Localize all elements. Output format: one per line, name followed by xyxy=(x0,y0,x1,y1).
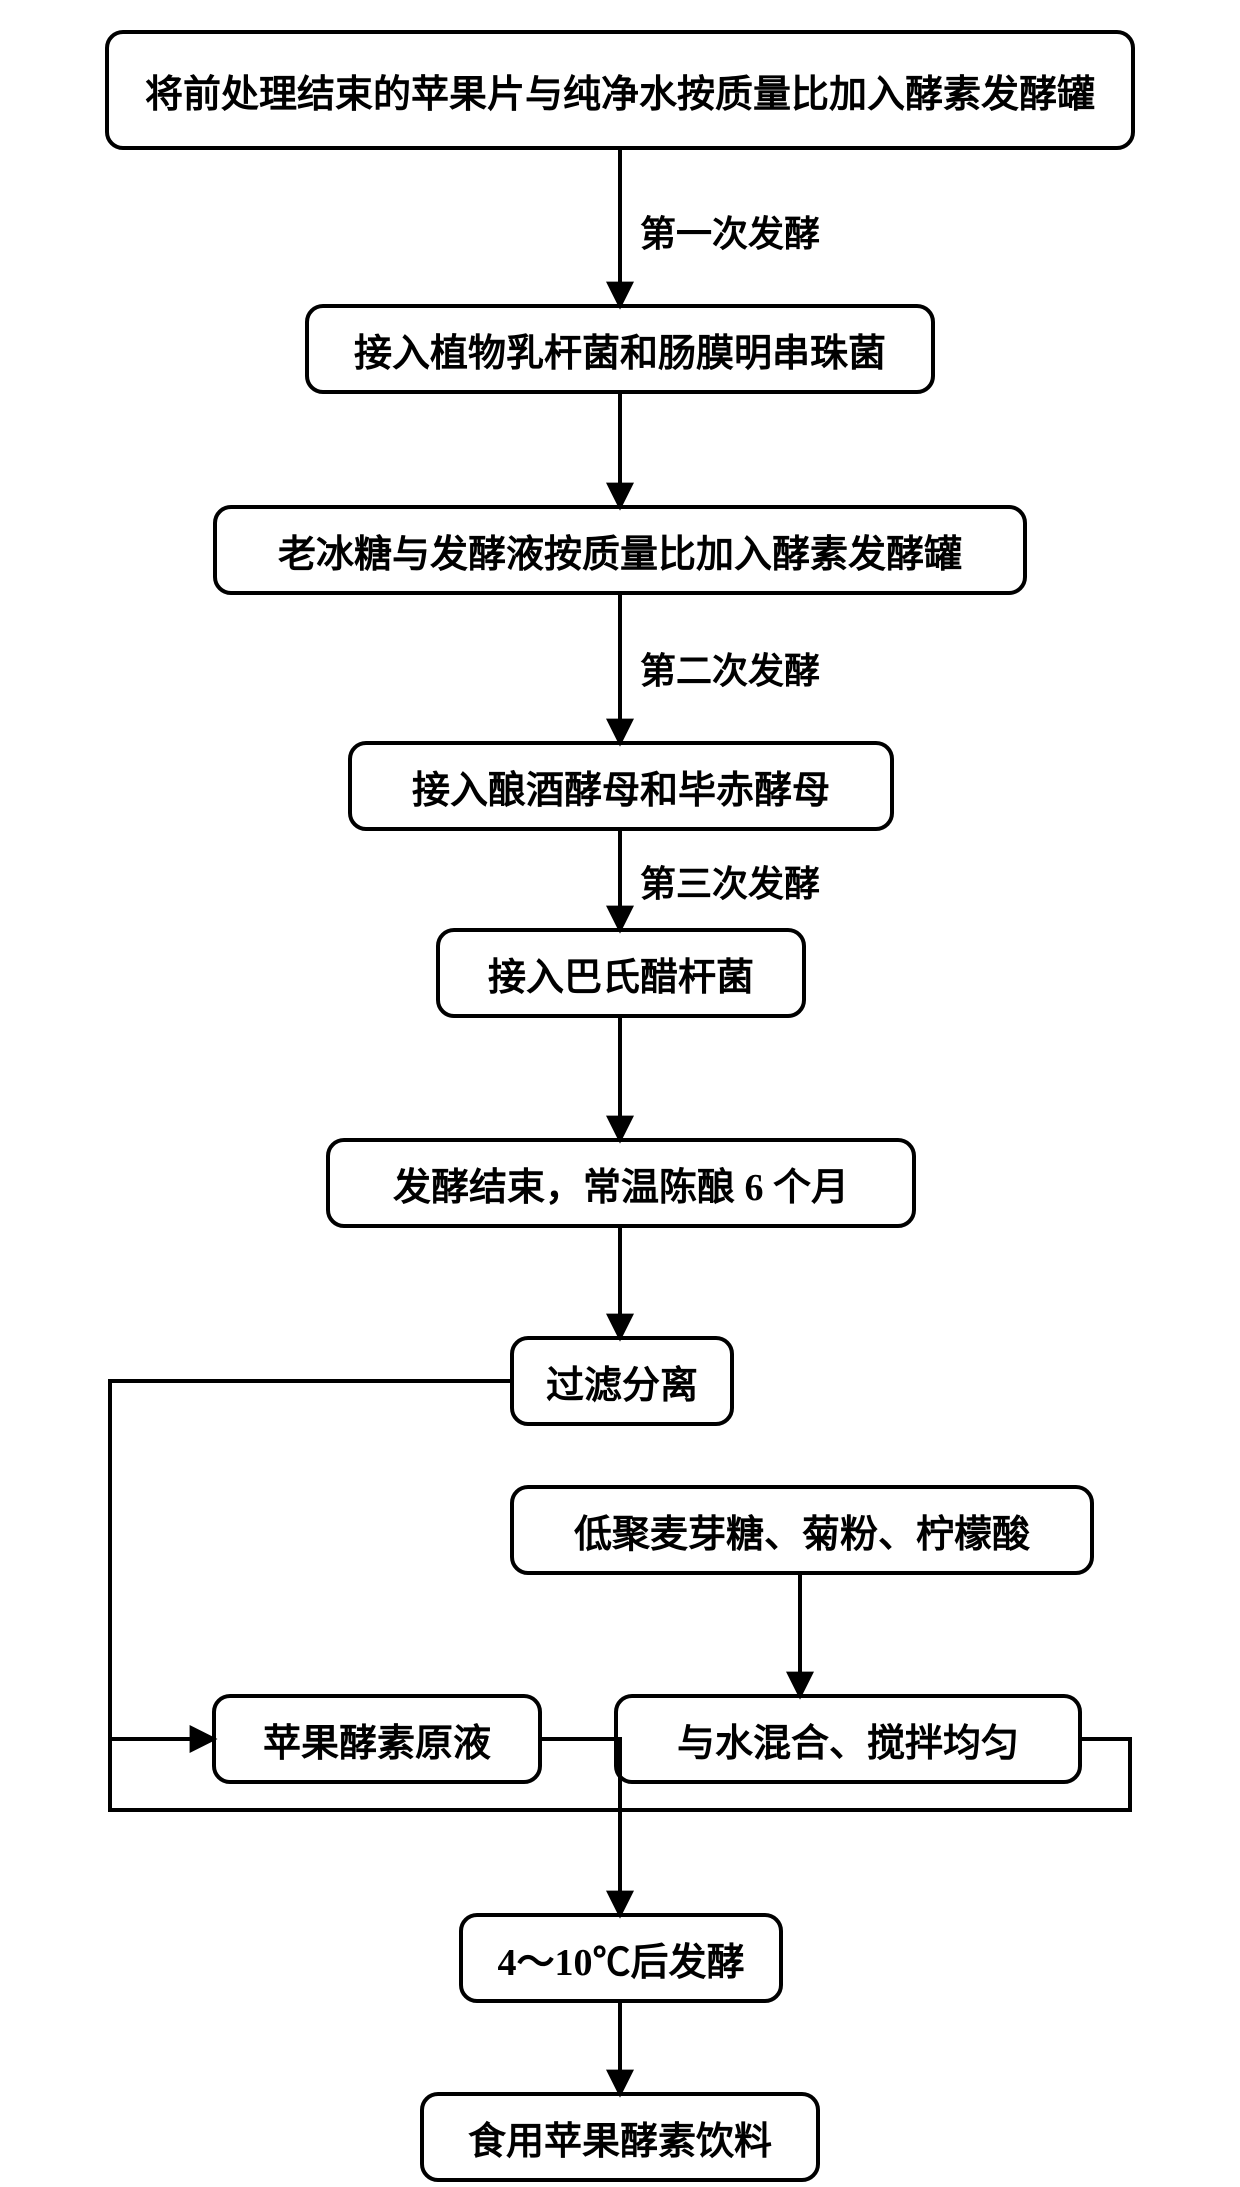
flow-node-step-9: 苹果酵素原液 xyxy=(212,1694,542,1784)
flow-node-step-8: 低聚麦芽糖、菊粉、柠檬酸 xyxy=(510,1485,1094,1575)
edge-label-third-ferment: 第三次发酵 xyxy=(640,855,820,907)
flow-node-step-3: 老冰糖与发酵液按质量比加入酵素发酵罐 xyxy=(213,505,1027,595)
flow-node-step-6: 发酵结束，常温陈酿 6 个月 xyxy=(326,1138,916,1228)
flow-node-step-7: 过滤分离 xyxy=(510,1336,734,1426)
edge-label-first-ferment: 第一次发酵 xyxy=(640,205,820,257)
flow-node-step-4: 接入酿酒酵母和毕赤酵母 xyxy=(348,741,894,831)
edge-label-second-ferment: 第二次发酵 xyxy=(640,642,820,694)
flow-node-step-5: 接入巴氏醋杆菌 xyxy=(436,928,806,1018)
flow-node-step-10: 与水混合、搅拌均匀 xyxy=(614,1694,1082,1784)
flow-node-step-1: 将前处理结束的苹果片与纯净水按质量比加入酵素发酵罐 xyxy=(105,30,1135,150)
flow-node-step-2: 接入植物乳杆菌和肠膜明串珠菌 xyxy=(305,304,935,394)
flow-node-step-12: 食用苹果酵素饮料 xyxy=(420,2092,820,2182)
flow-node-step-11: 4～10℃后发酵 xyxy=(459,1913,783,2003)
